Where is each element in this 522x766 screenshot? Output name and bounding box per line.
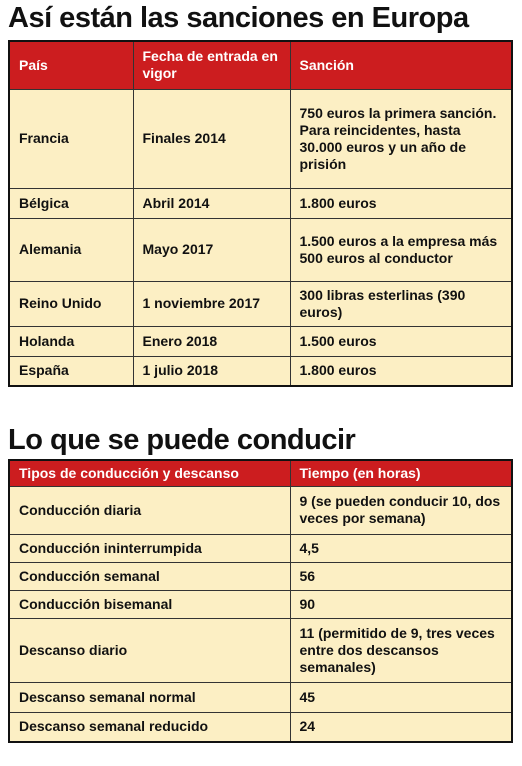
column-header-tipo: Tipos de conducción y descanso xyxy=(8,459,291,487)
cell-fecha: Enero 2018 xyxy=(132,325,291,357)
cell-tiempo: 45 xyxy=(289,681,513,713)
cell-pais: Francia xyxy=(8,88,134,189)
column-header-fecha: Fecha de entrada en vigor xyxy=(132,40,291,90)
table-row: Descanso diario 11 (permitido de 9, tres… xyxy=(8,617,513,683)
cell-pais: España xyxy=(8,355,134,387)
cell-sancion: 1.800 euros xyxy=(289,187,513,219)
column-header-tiempo: Tiempo (en horas) xyxy=(289,459,513,487)
table-row: Conducción diaria 9 (se pueden conducir … xyxy=(8,485,513,535)
cell-tipo: Conducción semanal xyxy=(8,561,291,591)
cell-tiempo: 11 (permitido de 9, tres veces entre dos… xyxy=(289,617,513,683)
cell-tipo: Conducción bisemanal xyxy=(8,589,291,619)
cell-tiempo: 9 (se pueden conducir 10, dos veces por … xyxy=(289,485,513,535)
table-row: Conducción bisemanal 90 xyxy=(8,589,513,619)
column-header-sancion: Sanción xyxy=(289,40,513,90)
table-row: Alemania Mayo 2017 1.500 euros a la empr… xyxy=(8,217,513,282)
cell-fecha: 1 noviembre 2017 xyxy=(132,280,291,327)
sanctions-title: Así están las sanciones en Europa xyxy=(8,2,469,34)
cell-pais: Holanda xyxy=(8,325,134,357)
cell-tiempo: 4,5 xyxy=(289,533,513,563)
driving-times-table: Tipos de conducción y descanso Tiempo (e… xyxy=(8,459,513,743)
cell-sancion: 750 euros la primera sanción. Para reinc… xyxy=(289,88,513,189)
cell-tipo: Conducción diaria xyxy=(8,485,291,535)
driving-times-title: Lo que se puede conducir xyxy=(8,424,356,456)
cell-pais: Bélgica xyxy=(8,187,134,219)
table-row: Conducción semanal 56 xyxy=(8,561,513,591)
table-row: Descanso semanal reducido 24 xyxy=(8,711,513,743)
table-row: Descanso semanal normal 45 xyxy=(8,681,513,713)
sanctions-table: País Fecha de entrada en vigor Sanción F… xyxy=(8,40,513,387)
table-row: España 1 julio 2018 1.800 euros xyxy=(8,355,513,387)
cell-tipo: Conducción ininterrumpida xyxy=(8,533,291,563)
table-row: Bélgica Abril 2014 1.800 euros xyxy=(8,187,513,219)
cell-pais: Alemania xyxy=(8,217,134,282)
column-header-pais: País xyxy=(8,40,134,90)
cell-tiempo: 24 xyxy=(289,711,513,743)
cell-sancion: 1.500 euros xyxy=(289,325,513,357)
cell-tipo: Descanso semanal reducido xyxy=(8,711,291,743)
table-row: Reino Unido 1 noviembre 2017 300 libras … xyxy=(8,280,513,327)
table-header-row: Tipos de conducción y descanso Tiempo (e… xyxy=(8,459,513,487)
cell-pais: Reino Unido xyxy=(8,280,134,327)
cell-sancion: 300 libras esterlinas (390 euros) xyxy=(289,280,513,327)
cell-tiempo: 90 xyxy=(289,589,513,619)
cell-fecha: Abril 2014 xyxy=(132,187,291,219)
cell-sancion: 1.800 euros xyxy=(289,355,513,387)
cell-sancion: 1.500 euros a la empresa más 500 euros a… xyxy=(289,217,513,282)
cell-tipo: Descanso semanal normal xyxy=(8,681,291,713)
cell-fecha: Finales 2014 xyxy=(132,88,291,189)
table-row: Holanda Enero 2018 1.500 euros xyxy=(8,325,513,357)
cell-fecha: 1 julio 2018 xyxy=(132,355,291,387)
cell-fecha: Mayo 2017 xyxy=(132,217,291,282)
table-row: Conducción ininterrumpida 4,5 xyxy=(8,533,513,563)
table-row: Francia Finales 2014 750 euros la primer… xyxy=(8,88,513,189)
cell-tipo: Descanso diario xyxy=(8,617,291,683)
cell-tiempo: 56 xyxy=(289,561,513,591)
table-header-row: País Fecha de entrada en vigor Sanción xyxy=(8,40,513,90)
